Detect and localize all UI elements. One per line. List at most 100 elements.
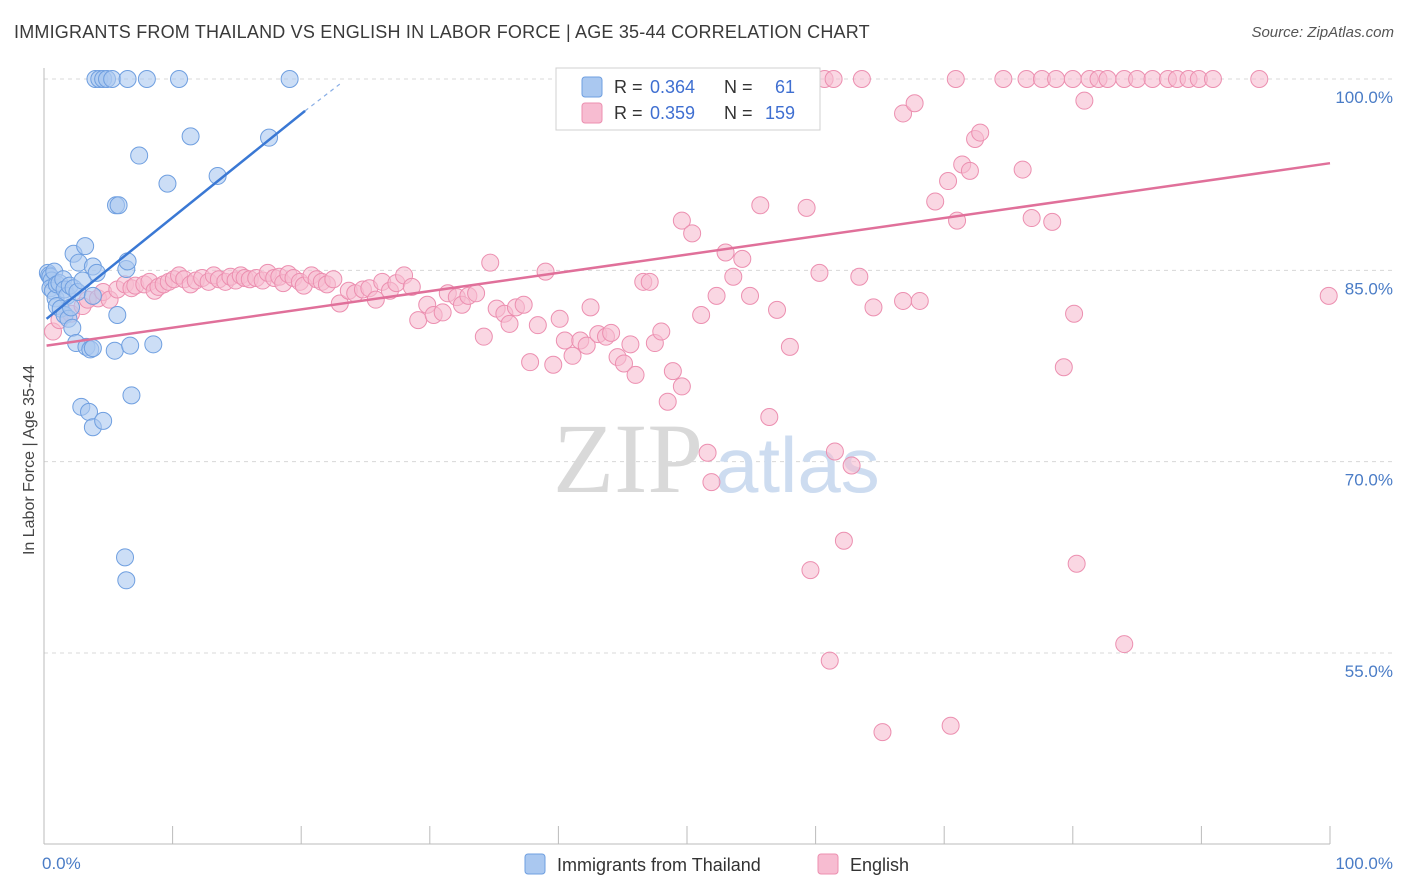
point-english — [640, 272, 659, 291]
stats-n-value-blue: 61 — [775, 77, 795, 97]
point-thailand — [94, 411, 113, 430]
stats-n-label-pink: N = — [724, 103, 753, 123]
point-english — [1013, 160, 1032, 179]
point-english — [1054, 358, 1073, 377]
point-thailand — [144, 335, 163, 354]
x-tick-label: 0.0% — [42, 854, 81, 873]
stats-n-label-blue: N = — [724, 77, 753, 97]
point-english — [797, 198, 816, 217]
point-english — [1203, 70, 1222, 88]
point-english — [544, 355, 563, 374]
point-english — [402, 277, 421, 296]
point-english — [555, 331, 574, 350]
stats-r-label-pink: R = — [614, 103, 643, 123]
point-thailand — [122, 386, 141, 405]
point-thailand — [63, 318, 82, 337]
point-english — [905, 94, 924, 113]
tick-labels: 100.0% 85.0% 70.0% 55.0% 0.0% 100.0% — [42, 88, 1393, 873]
point-english — [939, 172, 958, 191]
point-english — [581, 298, 600, 317]
point-thailand — [108, 305, 127, 324]
point-english — [692, 305, 711, 324]
point-english — [724, 267, 743, 286]
point-english — [577, 336, 596, 355]
point-english — [707, 286, 726, 305]
y-tick-label: 70.0% — [1345, 471, 1393, 490]
point-english — [751, 196, 770, 215]
point-thailand — [105, 341, 124, 360]
point-english — [433, 303, 452, 322]
point-english — [481, 253, 500, 272]
y-tick-label: 55.0% — [1345, 662, 1393, 681]
legend-label-english: English — [850, 855, 909, 875]
point-english — [960, 161, 979, 180]
point-english — [683, 224, 702, 243]
point-english — [698, 443, 717, 462]
legend-label-thailand: Immigrants from Thailand — [557, 855, 761, 875]
stats-swatch-blue — [581, 76, 603, 98]
stats-n-value-pink: 159 — [765, 103, 795, 123]
english-points — [44, 70, 1338, 742]
point-english — [1319, 286, 1338, 305]
point-english — [873, 723, 892, 742]
legend: Immigrants from Thailand English — [524, 853, 909, 875]
point-english — [910, 291, 929, 310]
thailand-points — [38, 70, 299, 590]
trend-line-english — [46, 161, 1331, 347]
point-english — [1098, 70, 1117, 88]
point-english — [500, 314, 519, 333]
point-english — [834, 531, 853, 550]
point-english — [741, 286, 760, 305]
point-thailand — [62, 298, 81, 317]
point-english — [409, 311, 428, 330]
stats-r-value-blue: 0.364 — [650, 77, 695, 97]
point-english — [672, 211, 691, 230]
point-english — [780, 337, 799, 356]
point-thailand — [121, 336, 140, 355]
point-english — [521, 353, 540, 372]
source-label: Source: ZipAtlas.com — [1251, 24, 1394, 41]
point-english — [536, 262, 555, 281]
y-tick-label: 100.0% — [1335, 88, 1393, 107]
point-english — [820, 651, 839, 670]
legend-swatch-thailand — [524, 853, 546, 875]
point-thailand — [130, 146, 149, 165]
point-thailand — [76, 237, 95, 256]
point-english — [733, 249, 752, 268]
point-thailand — [109, 196, 128, 215]
point-english — [946, 70, 965, 88]
point-english — [864, 298, 883, 317]
stats-r-value-pink: 0.359 — [650, 103, 695, 123]
point-english — [621, 335, 640, 354]
chart-title: IMMIGRANTS FROM THAILAND VS ENGLISH IN L… — [14, 22, 870, 42]
y-tick-label: 85.0% — [1345, 279, 1393, 298]
point-thailand — [280, 70, 299, 88]
point-english — [716, 243, 735, 262]
point-english — [324, 270, 343, 289]
point-english — [825, 442, 844, 461]
point-english — [1075, 91, 1094, 110]
trend-line-thailand-extension — [304, 83, 341, 112]
point-english — [894, 104, 913, 123]
point-thailand — [158, 174, 177, 193]
point-thailand — [137, 70, 156, 88]
point-english — [658, 392, 677, 411]
point-thailand — [103, 70, 122, 88]
point-english — [514, 295, 533, 314]
point-english — [1143, 70, 1162, 88]
point-english — [894, 291, 913, 310]
point-english — [760, 408, 779, 427]
point-english — [1128, 70, 1147, 88]
point-thailand — [83, 339, 102, 358]
grid-lines — [44, 78, 1392, 654]
point-english — [1250, 70, 1269, 88]
legend-swatch-english — [817, 853, 839, 875]
point-english — [1067, 554, 1086, 573]
point-thailand — [83, 286, 102, 305]
point-english — [1065, 304, 1084, 323]
point-thailand — [170, 70, 189, 88]
point-english — [614, 354, 633, 373]
point-english — [1043, 212, 1062, 231]
point-english — [1017, 70, 1036, 88]
point-english — [702, 473, 721, 492]
